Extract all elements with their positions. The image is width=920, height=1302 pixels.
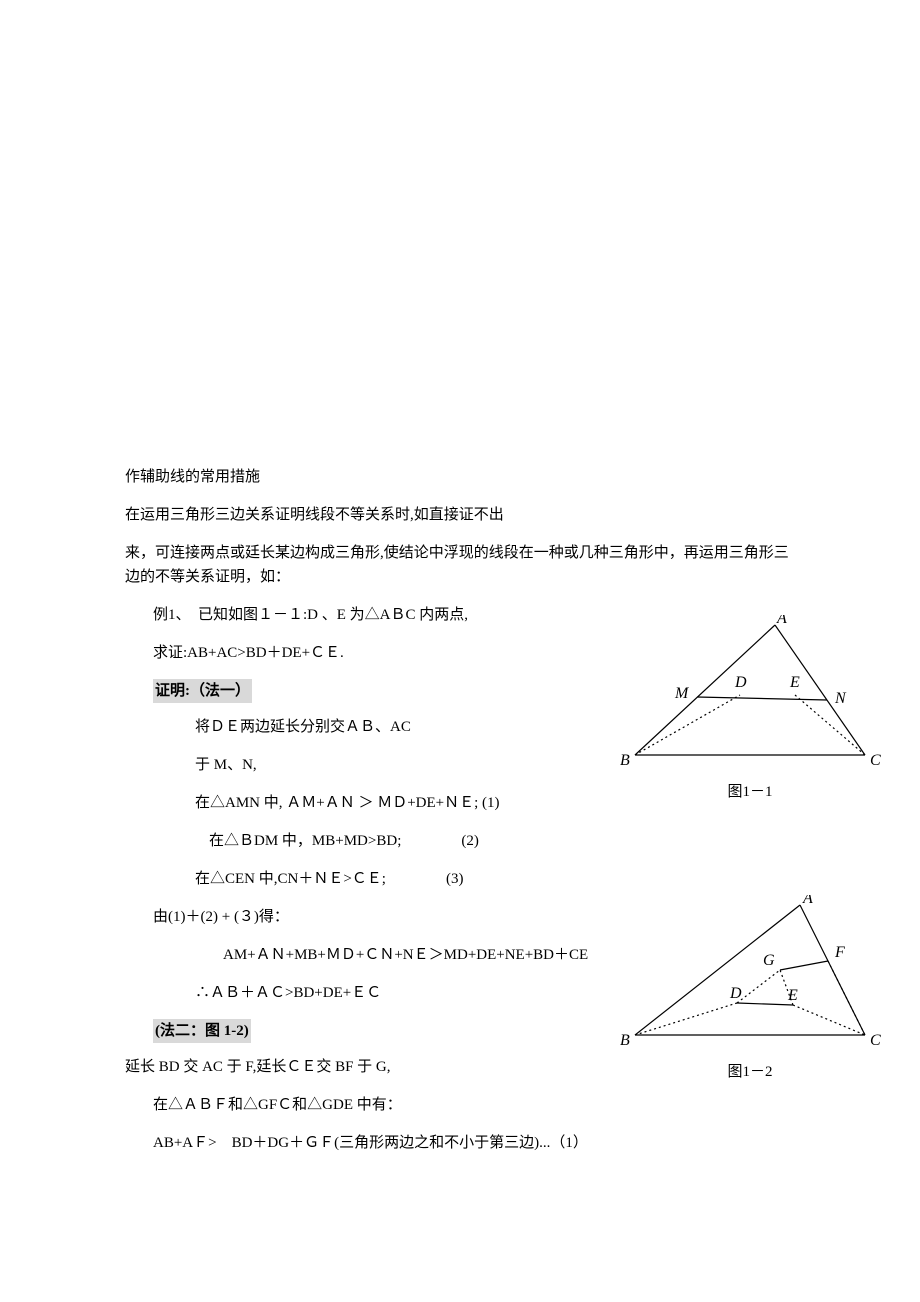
svg-text:G: G <box>763 952 775 969</box>
proof2-step-2: 在△ＡＢＦ和△GFＣ和△GDE 中有： <box>125 1093 795 1117</box>
svg-text:F: F <box>834 944 845 961</box>
svg-text:A: A <box>776 615 787 627</box>
figure-1-2-caption: 图1－2 <box>615 1060 885 1084</box>
proof2-step-3: AB+AＦ> BD＋DG＋ＧＦ(三角形两边之和不小于第三边)...（1） <box>125 1131 795 1155</box>
figure-1-1-svg: A B C M N D E <box>615 615 885 770</box>
figure-1-2-svg: A B C F G D E <box>615 895 885 1050</box>
figure-1-1: ABCMNDE 图1－1 <box>615 615 885 795</box>
svg-text:A: A <box>802 895 813 907</box>
intro-line-2: 来，可连接两点或廷长某边构成三角形,使结论中浮现的线段在一种或几种三角形中，再运… <box>125 541 795 589</box>
proof1-step-5: 在△CEN 中,CN＋ＮＥ>ＣＥ; (3) <box>125 867 795 891</box>
svg-text:M: M <box>674 685 690 702</box>
figure-1-1-caption: 图1－1 <box>615 780 885 804</box>
intro-line-1: 在运用三角形三边关系证明线段不等关系时,如直接证不出 <box>125 503 795 527</box>
svg-text:D: D <box>734 674 747 691</box>
svg-text:B: B <box>620 1032 630 1049</box>
proof-method-2-label-text: (法二：图 1-2) <box>153 1019 251 1043</box>
svg-text:D: D <box>729 985 742 1002</box>
intro-title: 作辅助线的常用措施 <box>125 465 795 489</box>
svg-text:E: E <box>789 674 800 691</box>
svg-text:B: B <box>620 752 630 769</box>
svg-text:E: E <box>787 987 798 1004</box>
proof1-step-4: 在△ＢDM 中，MB+MD>BD; (2) <box>125 829 795 853</box>
svg-text:C: C <box>870 752 881 769</box>
proof-method-1-label-text: 证明:（法一） <box>153 679 252 703</box>
svg-text:N: N <box>834 690 847 707</box>
figure-1-2: ABCFGDE 图1－2 <box>615 895 885 1075</box>
svg-text:C: C <box>870 1032 881 1049</box>
